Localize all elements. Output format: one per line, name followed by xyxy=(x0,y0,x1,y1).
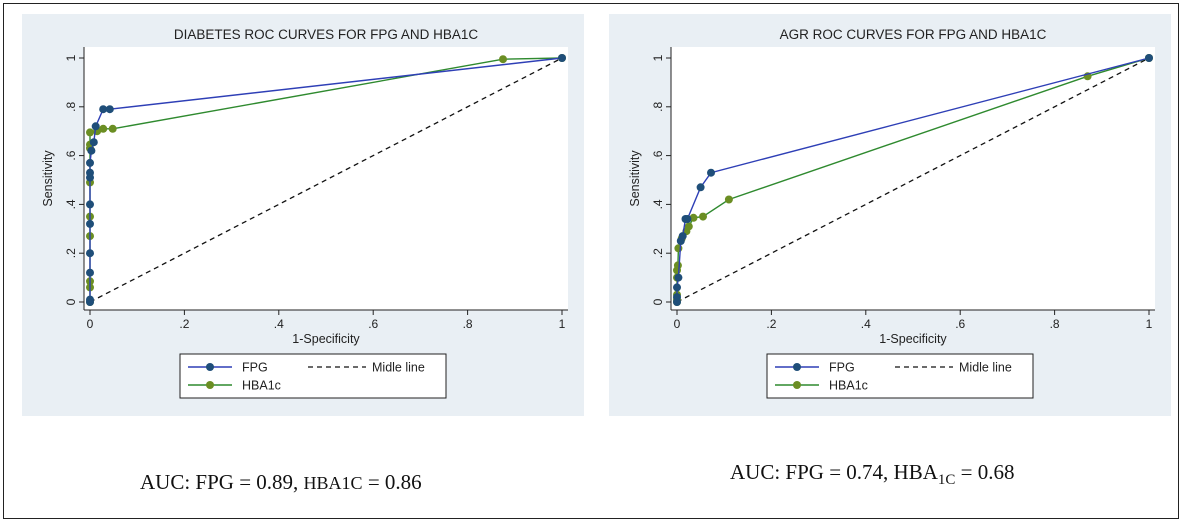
x-tick-label: .2 xyxy=(179,317,189,331)
plot-area xyxy=(84,47,568,310)
data-point-fpg xyxy=(87,146,96,155)
data-point-fpg xyxy=(696,183,705,192)
chart-title: AGR ROC CURVES FOR FPG AND HBA1C xyxy=(780,27,1047,42)
data-point-hba1c xyxy=(673,261,682,270)
data-point-fpg xyxy=(673,283,681,292)
data-point-fpg xyxy=(1145,54,1153,62)
data-point-fpg xyxy=(86,295,94,304)
y-tick-label: .6 xyxy=(651,150,665,160)
data-point-hba1c xyxy=(699,212,707,221)
legend-label-fpg: FPG xyxy=(242,361,268,375)
x-tick-label: .4 xyxy=(861,317,871,331)
y-tick-label: 0 xyxy=(64,298,78,305)
data-point-fpg xyxy=(86,219,94,228)
y-tick-label: .2 xyxy=(64,248,78,258)
y-tick-label: .4 xyxy=(651,199,665,209)
data-point-fpg xyxy=(86,268,94,277)
data-point-hba1c xyxy=(684,222,693,231)
y-tick-label: 0 xyxy=(651,298,665,305)
y-tick-label: 1 xyxy=(64,54,78,61)
data-point-fpg xyxy=(86,249,94,258)
legend-label-fpg: FPG xyxy=(829,361,855,375)
data-point-hba1c xyxy=(724,195,733,204)
agr-roc-chart: AGR ROC CURVES FOR FPG AND HBA1C 0 .2 .4 .6.… xyxy=(628,27,1155,399)
x-axis-label: 1-Specificity xyxy=(879,332,947,346)
data-point-fpg xyxy=(91,122,100,131)
x-tick-label: .6 xyxy=(955,317,965,331)
data-point-fpg xyxy=(89,138,98,147)
data-point-hba1c xyxy=(99,124,108,133)
data-point-fpg xyxy=(99,105,108,114)
y-axis-label: Sensitivity xyxy=(628,150,642,207)
auc-caption-diabetes: AUC: FPG = 0.89, HBA1C = 0.86 xyxy=(140,470,422,495)
legend-label-hba1c: HBA1c xyxy=(829,379,868,393)
legend-label-midle-line: Midle line xyxy=(372,361,425,375)
chart-panel-agr: AGR ROC CURVES FOR FPG AND HBA1C 0 .2 .4 .6.… xyxy=(609,14,1171,416)
auc-caption-value: = 0.86 xyxy=(362,470,422,494)
y-tick-label: .4 xyxy=(64,199,78,209)
data-point-fpg xyxy=(707,168,715,177)
data-point-fpg xyxy=(674,273,683,282)
y-tick-label: 1 xyxy=(651,54,665,61)
legend-marker-fpg xyxy=(793,363,801,371)
data-point-fpg xyxy=(105,105,114,114)
x-tick-label: .2 xyxy=(766,317,776,331)
x-tick-label: 0 xyxy=(87,317,94,331)
auc-caption-agr: AUC: FPG = 0.74, HBA1C = 0.68 xyxy=(730,460,1015,489)
auc-caption-value: = 0.68 xyxy=(955,460,1015,484)
data-point-fpg xyxy=(678,232,687,241)
auc-caption-text: AUC: FPG = 0.74, HBA xyxy=(730,460,938,484)
data-point-hba1c xyxy=(499,55,507,64)
y-axis-label: Sensitivity xyxy=(41,150,55,207)
chart-title: DIABETES ROC CURVES FOR FPG AND HBA1C xyxy=(174,27,479,42)
x-tick-label: 1 xyxy=(1146,317,1153,331)
auc-caption-subscript: 1C xyxy=(937,472,956,489)
data-point-hba1c xyxy=(689,213,698,222)
x-tick-label: .6 xyxy=(368,317,378,331)
legend-box xyxy=(179,353,447,399)
x-tick-label: .8 xyxy=(1050,317,1060,331)
figure-frame xyxy=(3,3,1179,519)
legend-label-hba1c: HBA1c xyxy=(242,379,281,393)
x-tick-label: 1 xyxy=(559,317,566,331)
legend-marker-hba1c xyxy=(793,381,801,389)
legend-marker-hba1c xyxy=(206,381,214,389)
x-tick-label: .8 xyxy=(463,317,473,331)
diabetes-roc-chart: DIABETES ROC CURVES FOR FPG AND HBA1C 0 .2… xyxy=(41,27,568,399)
legend-box xyxy=(766,353,1034,399)
x-tick-label: 0 xyxy=(674,317,681,331)
legend-marker-fpg xyxy=(206,363,214,371)
auc-caption-text: AUC: FPG = 0.89, xyxy=(140,470,304,494)
plot-area xyxy=(671,47,1155,310)
data-point-fpg xyxy=(683,215,692,223)
data-point-fpg xyxy=(558,54,566,62)
y-tick-label: .2 xyxy=(651,248,665,258)
data-point-hba1c xyxy=(86,128,94,137)
y-tick-label: .8 xyxy=(64,101,78,111)
data-point-fpg xyxy=(86,158,94,167)
data-point-fpg xyxy=(86,200,94,209)
data-point-fpg xyxy=(673,293,681,302)
x-tick-label: .4 xyxy=(274,317,284,331)
y-tick-label: .6 xyxy=(64,150,78,160)
legend-label-midle-line: Midle line xyxy=(959,361,1012,375)
auc-caption-hba: HBA1C xyxy=(303,473,363,493)
data-point-hba1c xyxy=(108,124,117,133)
chart-panel-diabetes: DIABETES ROC CURVES FOR FPG AND HBA1C 0 .2… xyxy=(22,14,584,416)
series-line-midle-line xyxy=(676,57,1150,303)
y-tick-label: .8 xyxy=(651,101,665,111)
x-axis-label: 1-Specificity xyxy=(292,332,360,346)
data-point-fpg xyxy=(86,168,94,177)
series-line-midle-line xyxy=(89,57,563,303)
